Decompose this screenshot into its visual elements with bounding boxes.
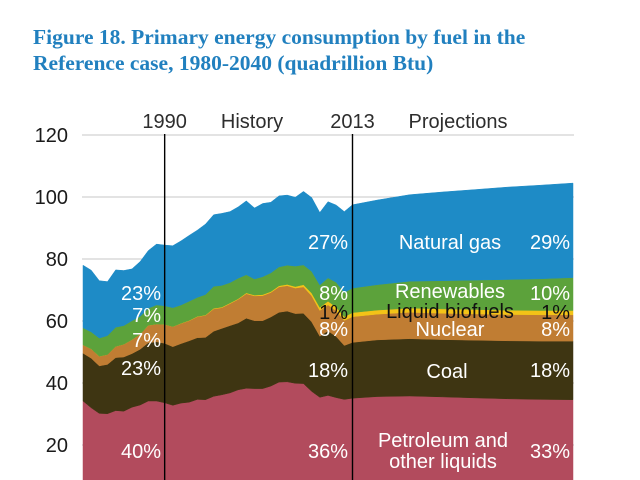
y-tick-label-80: 80	[46, 249, 68, 271]
annotation-36: 36%	[308, 441, 348, 463]
annotation-8: 8%	[319, 319, 348, 341]
annotation-33: 33%	[530, 441, 570, 463]
annotation-23: 23%	[121, 358, 161, 380]
annotation-18: 18%	[308, 360, 348, 382]
annotation-renewables: Renewables	[395, 281, 505, 303]
annotation-1: 1%	[541, 302, 570, 324]
annotation-petroleum-and: Petroleum and	[378, 430, 508, 452]
annotation-liquid-biofuels: Liquid biofuels	[386, 301, 514, 323]
annotation-other-liquids: other liquids	[389, 451, 497, 473]
era-label-projections: Projections	[409, 111, 508, 133]
y-tick-label-120: 120	[35, 125, 68, 147]
annotation-natural-gas: Natural gas	[399, 232, 501, 254]
figure-title-line-2: Reference case, 1980-2040 (quadrillion B…	[33, 51, 434, 75]
figure-title: Figure 18. Primary energy consumption by…	[33, 24, 613, 76]
y-tick-label-60: 60	[46, 311, 68, 333]
annotation-nuclear: Nuclear	[416, 319, 485, 341]
area-natural-gas	[82, 182, 574, 339]
annotation-coal: Coal	[426, 361, 467, 383]
annotation-10: 10%	[530, 283, 570, 305]
annotation-8: 8%	[319, 283, 348, 305]
figure-title-line-1: Figure 18. Primary energy consumption by…	[33, 25, 526, 49]
annotation-7: 7%	[132, 330, 161, 352]
annotation-23: 23%	[121, 283, 161, 305]
annotation-1: 1%	[319, 302, 348, 324]
era-label-1990: 1990	[142, 111, 187, 133]
annotation-18: 18%	[530, 360, 570, 382]
y-tick-label-40: 40	[46, 373, 68, 395]
annotation-7: 7%	[132, 305, 161, 327]
annotation-40: 40%	[121, 441, 161, 463]
annotation-8: 8%	[541, 319, 570, 341]
era-label-history: History	[221, 111, 283, 133]
era-label-2013: 2013	[330, 111, 375, 133]
y-tick-label-20: 20	[46, 435, 68, 457]
annotation-29: 29%	[530, 232, 570, 254]
annotation-27: 27%	[308, 232, 348, 254]
y-tick-label-100: 100	[35, 187, 68, 209]
